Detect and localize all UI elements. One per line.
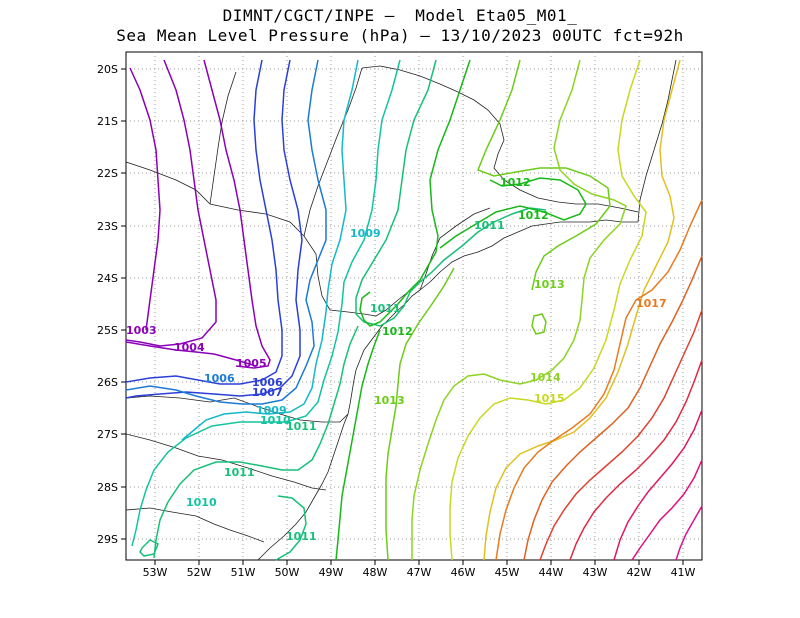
contour-label: 1003 bbox=[126, 324, 157, 337]
isobar-1005 bbox=[203, 59, 271, 369]
contour-label: 1011 bbox=[286, 420, 317, 433]
lon-label: 42W bbox=[627, 566, 652, 579]
contour-label: 1012 bbox=[500, 176, 531, 189]
contour-label: 1011 bbox=[286, 530, 317, 543]
state-border bbox=[125, 433, 327, 491]
lon-label: 46W bbox=[451, 566, 476, 579]
isobar-1003 bbox=[125, 341, 257, 367]
lon-label: 44W bbox=[539, 566, 564, 579]
contour-label: 1009 bbox=[350, 227, 381, 240]
contour-label: 1017 bbox=[636, 297, 667, 310]
lon-label: 51W bbox=[231, 566, 256, 579]
lon-label: 48W bbox=[363, 566, 388, 579]
isobar-1013-south bbox=[385, 267, 455, 561]
contour-label: 1010 bbox=[186, 496, 217, 509]
isobar-1007 bbox=[125, 59, 303, 399]
contour-label: 1007 bbox=[252, 386, 283, 399]
lat-label: 26S bbox=[97, 376, 118, 389]
isobar-1012-south bbox=[335, 329, 381, 561]
isobar-1004 bbox=[125, 59, 217, 347]
latitude-labels: 20S 21S 22S 23S 24S 25S 26S 27S 28S 29S bbox=[97, 63, 118, 546]
contour-label: 1004 bbox=[174, 341, 205, 354]
isobar-1006-light bbox=[125, 59, 327, 405]
contour-label: 1010 bbox=[260, 414, 291, 427]
lat-label: 27S bbox=[97, 428, 118, 441]
isobar-1015 bbox=[449, 59, 647, 561]
isobar-1009 bbox=[181, 59, 359, 441]
map-title-line-1: DIMNT/CGCT/INPE – Model Eta05_M01_ bbox=[222, 6, 578, 25]
contour-label: 1009 bbox=[256, 404, 287, 417]
longitude-labels: 53W 52W 51W 50W 49W 48W 47W 46W 45W 44W … bbox=[143, 566, 696, 579]
lon-label: 53W bbox=[143, 566, 168, 579]
lat-label: 25S bbox=[97, 324, 118, 337]
contour-label: 1011 bbox=[224, 466, 255, 479]
isobar-1010 bbox=[131, 59, 401, 547]
contour-label: 1013 bbox=[374, 394, 405, 407]
isobar-1019 bbox=[539, 309, 703, 561]
isobar-1023 bbox=[675, 505, 703, 561]
state-border bbox=[419, 207, 491, 291]
boundaries bbox=[125, 59, 677, 561]
state-border bbox=[125, 507, 265, 543]
map-title-line-2: Sea Mean Level Pressure (hPa) – 13/10/20… bbox=[116, 26, 684, 45]
coastline-east bbox=[637, 59, 677, 223]
state-border bbox=[361, 65, 639, 213]
isobar-1012-coast bbox=[439, 177, 587, 249]
isobars bbox=[125, 59, 703, 561]
state-border bbox=[125, 395, 349, 423]
contour-label: 1012 bbox=[518, 209, 549, 222]
state-border bbox=[303, 67, 363, 237]
isobar-1012 bbox=[359, 59, 471, 327]
axis-ticks bbox=[121, 68, 684, 565]
lat-label: 24S bbox=[97, 272, 118, 285]
isobar-1003-north bbox=[129, 67, 161, 331]
isobar-1011-southwest bbox=[275, 495, 307, 561]
isobar-1014 bbox=[411, 59, 627, 560]
contour-label: 1006 bbox=[252, 376, 283, 389]
lat-label: 21S bbox=[97, 115, 118, 128]
isobar-1022 bbox=[631, 459, 703, 561]
isobar-1013 bbox=[477, 59, 611, 291]
isobar-1011 bbox=[355, 59, 547, 327]
lat-label: 20S bbox=[97, 63, 118, 76]
contour-labels: 1003 1004 1005 1006 1006 1007 1009 1009 … bbox=[126, 176, 667, 543]
contour-label: 1013 bbox=[534, 278, 565, 291]
lat-label: 29S bbox=[97, 533, 118, 546]
isobar-1017 bbox=[495, 199, 703, 561]
coastline bbox=[257, 289, 421, 561]
isobar-1020 bbox=[569, 359, 703, 561]
lat-label: 28S bbox=[97, 481, 118, 494]
map-frame bbox=[125, 51, 703, 561]
isobar-1006-dark bbox=[125, 59, 283, 385]
lon-label: 47W bbox=[407, 566, 432, 579]
coastline-northeast bbox=[419, 219, 638, 291]
isobar-1018 bbox=[523, 255, 703, 561]
lat-label: 23S bbox=[97, 220, 118, 233]
isobar-1011-small bbox=[139, 539, 159, 557]
contour-label: 1014 bbox=[530, 371, 561, 384]
lat-label: 22S bbox=[97, 167, 118, 180]
contour-label: 1006 bbox=[204, 372, 235, 385]
lon-label: 41W bbox=[671, 566, 696, 579]
isobar-1016 bbox=[483, 59, 681, 561]
lon-label: 50W bbox=[275, 566, 300, 579]
contour-label: 1011 bbox=[370, 302, 401, 315]
lon-label: 43W bbox=[583, 566, 608, 579]
contour-label: 1015 bbox=[534, 392, 565, 405]
contour-label: 1012 bbox=[382, 325, 413, 338]
isobar-1013-island bbox=[531, 313, 547, 335]
isobar-1011-south bbox=[153, 325, 359, 559]
lon-label: 45W bbox=[495, 566, 520, 579]
contour-label: 1011 bbox=[474, 219, 505, 232]
lon-label: 52W bbox=[187, 566, 212, 579]
isobar-1021 bbox=[613, 409, 703, 561]
lon-label: 49W bbox=[319, 566, 344, 579]
contour-label: 1005 bbox=[236, 357, 267, 370]
state-border bbox=[209, 71, 237, 205]
